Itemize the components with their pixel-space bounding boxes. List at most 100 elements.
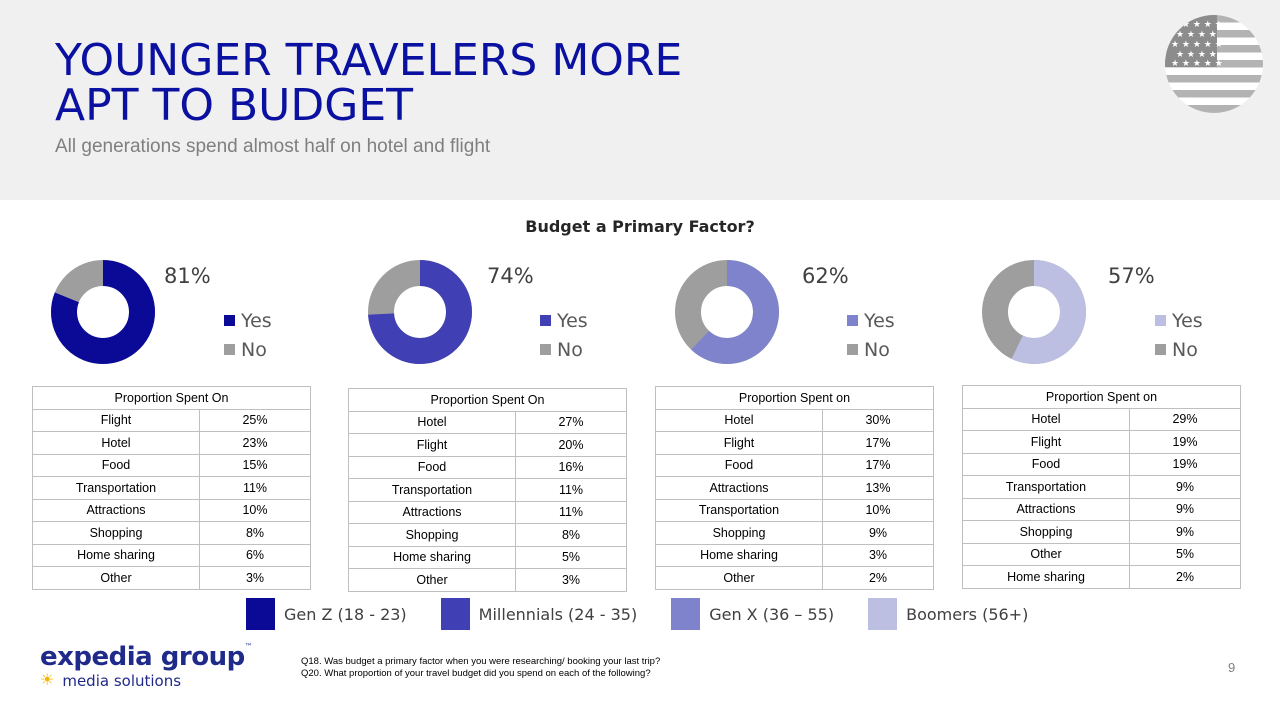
- donut-slice-yes: [368, 260, 472, 364]
- legend-label-no: No: [1172, 338, 1198, 361]
- svg-text:★ ★ ★ ★ ★: ★ ★ ★ ★ ★: [1171, 20, 1223, 30]
- table-cell-value: 11%: [515, 500, 627, 524]
- legend-swatch-no: [224, 344, 235, 355]
- logo-subline: ☀ media solutions: [40, 672, 252, 690]
- generation-legend-item-boomers: Boomers (56+): [868, 598, 1028, 630]
- table-row: Food 16%: [348, 455, 627, 479]
- table-cell-value: 11%: [199, 476, 311, 500]
- table-cell-value: 8%: [199, 521, 311, 545]
- table-cell-category: Other: [348, 568, 516, 592]
- table-cell-category: Shopping: [348, 523, 516, 547]
- table-row: Hotel 29%: [962, 407, 1241, 431]
- table-cell-value: 2%: [822, 566, 934, 590]
- table-cell-value: 23%: [199, 431, 311, 455]
- table-cell-category: Attractions: [962, 497, 1130, 521]
- table-row: Flight 19%: [962, 430, 1241, 454]
- table-row: Flight 17%: [655, 431, 934, 455]
- donut-legend-gen-x: Yes No: [847, 306, 895, 364]
- table-cell-category: Flight: [655, 431, 823, 455]
- table-cell-category: Transportation: [655, 498, 823, 522]
- table-row: Food 19%: [962, 452, 1241, 476]
- generation-swatch-gen-z: [246, 598, 275, 630]
- donut-legend-boomers: Yes No: [1155, 306, 1203, 364]
- table-row: Shopping 9%: [655, 521, 934, 545]
- legend-label-no: No: [241, 338, 267, 361]
- table-cell-value: 19%: [1129, 430, 1241, 454]
- table-row: Food 17%: [655, 453, 934, 477]
- donut-chart-gen-x: [675, 260, 779, 364]
- table-cell-category: Other: [32, 566, 200, 590]
- legend-swatch-yes: [540, 315, 551, 326]
- table-header: Proportion Spent On: [348, 388, 627, 412]
- table-row: Transportation 10%: [655, 498, 934, 522]
- logo-sub-text: media solutions: [62, 672, 182, 690]
- slide-title: YOUNGER TRAVELERS MORE APT TO BUDGET: [55, 38, 682, 128]
- table-row: Home sharing 3%: [655, 543, 934, 567]
- chart-title: Budget a Primary Factor?: [525, 217, 755, 236]
- table-cell-category: Transportation: [348, 478, 516, 502]
- header-band: [0, 0, 1280, 200]
- svg-text:★ ★ ★ ★ ★: ★ ★ ★ ★ ★: [1171, 59, 1223, 69]
- table-row: Other 3%: [32, 566, 311, 590]
- proportion-table-gen-z: Proportion Spent On Flight 25% Hotel 23% F…: [32, 386, 311, 590]
- table-cell-value: 19%: [1129, 452, 1241, 476]
- table-cell-category: Home sharing: [348, 545, 516, 569]
- table-row: Hotel 30%: [655, 408, 934, 432]
- legend-swatch-no: [847, 344, 858, 355]
- legend-swatch-yes: [224, 315, 235, 326]
- table-cell-value: 11%: [515, 478, 627, 502]
- donut-legend-millennials: Yes No: [540, 306, 588, 364]
- table-cell-value: 8%: [515, 523, 627, 547]
- table-row: Hotel 23%: [32, 431, 311, 455]
- legend-swatch-no: [1155, 344, 1166, 355]
- table-cell-value: 30%: [822, 408, 934, 432]
- table-row: Attractions 10%: [32, 498, 311, 522]
- table-cell-category: Other: [655, 566, 823, 590]
- legend-label-no: No: [557, 338, 583, 361]
- legend-label-yes: Yes: [241, 309, 272, 332]
- table-row: Hotel 27%: [348, 410, 627, 434]
- donut-slice-yes: [675, 260, 779, 364]
- table-row: Other 5%: [962, 542, 1241, 566]
- table-cell-category: Other: [962, 542, 1130, 566]
- donut-legend-gen-z: Yes No: [224, 306, 272, 364]
- table-cell-category: Hotel: [655, 408, 823, 432]
- donut-chart-millennials: [368, 260, 472, 364]
- table-cell-value: 9%: [1129, 475, 1241, 499]
- table-row: Other 3%: [348, 568, 627, 592]
- table-cell-value: 10%: [199, 498, 311, 522]
- table-row: Food 15%: [32, 453, 311, 477]
- table-cell-value: 25%: [199, 408, 311, 432]
- table-header: Proportion Spent On: [32, 386, 311, 410]
- table-row: Transportation 11%: [32, 476, 311, 500]
- table-cell-category: Hotel: [348, 410, 516, 434]
- legend-item-no: No: [1155, 335, 1203, 364]
- logo-wordmark: expedia group™: [40, 642, 253, 672]
- table-cell-category: Transportation: [962, 475, 1130, 499]
- table-cell-value: 29%: [1129, 407, 1241, 431]
- table-row: Shopping 9%: [962, 520, 1241, 544]
- legend-item-no: No: [540, 335, 588, 364]
- footnote-q18: Q18. Was budget a primary factor when yo…: [301, 656, 661, 667]
- table-cell-value: 15%: [199, 453, 311, 477]
- legend-swatch-yes: [847, 315, 858, 326]
- donut-label-millennials: 74%: [487, 264, 534, 288]
- table-cell-value: 10%: [822, 498, 934, 522]
- table-row: Home sharing 5%: [348, 545, 627, 569]
- donut-label-gen-x: 62%: [802, 264, 849, 288]
- table-cell-category: Attractions: [655, 476, 823, 500]
- proportion-table-millennials: Proportion Spent On Hotel 27% Flight 20% F…: [348, 388, 627, 592]
- legend-item-no: No: [224, 335, 272, 364]
- table-cell-value: 17%: [822, 453, 934, 477]
- donut-slice-yes: [51, 260, 155, 364]
- table-cell-category: Food: [348, 455, 516, 479]
- expedia-group-logo: expedia group™ ☀ media solutions: [40, 642, 253, 690]
- generation-legend-item-gen-z: Gen Z (18 - 23): [246, 598, 407, 630]
- table-row: Flight 25%: [32, 408, 311, 432]
- table-row: Flight 20%: [348, 433, 627, 457]
- legend-item-no: No: [847, 335, 895, 364]
- donut-chart-boomers: [982, 260, 1086, 364]
- table-header: Proportion Spent on: [962, 385, 1241, 409]
- footnotes: Q18. Was budget a primary factor when yo…: [301, 656, 660, 680]
- legend-swatch-no: [540, 344, 551, 355]
